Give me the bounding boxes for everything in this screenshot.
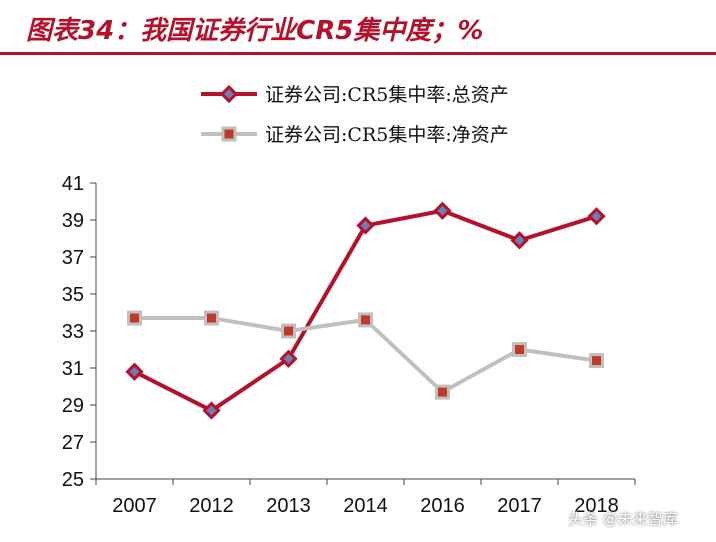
y-tick-label: 37 <box>62 247 84 269</box>
y-tick-label: 31 <box>62 358 84 380</box>
series-2 <box>127 310 604 400</box>
legend-marker <box>219 84 239 104</box>
data-point <box>127 310 142 326</box>
data-point <box>433 201 452 220</box>
data-point <box>279 349 298 368</box>
x-tick-label: 2013 <box>266 495 311 517</box>
x-tick-label: 2014 <box>343 495 388 517</box>
legend-label: 证券公司:CR5集中率:净资产 <box>265 124 509 146</box>
data-point <box>587 207 606 226</box>
y-tick-label: 25 <box>62 469 84 491</box>
data-point <box>125 362 144 381</box>
series-1 <box>125 201 606 420</box>
chart-title: 图表34：我国证券行业CR5集中度；% <box>26 16 484 46</box>
legend-marker <box>221 126 237 142</box>
data-point <box>356 216 375 235</box>
legend-item: 证券公司:CR5集中率:净资产 <box>201 124 509 146</box>
data-point <box>589 353 604 369</box>
data-point <box>435 384 450 400</box>
y-tick-label: 41 <box>62 173 84 195</box>
data-point <box>512 342 527 357</box>
legend-label: 证券公司:CR5集中率:总资产 <box>265 84 509 106</box>
x-tick-label: 2016 <box>420 495 465 517</box>
data-point <box>204 310 219 326</box>
data-point <box>202 401 221 420</box>
x-tick-label: 2007 <box>112 495 157 517</box>
y-tick-label: 39 <box>62 210 84 232</box>
x-tick-label: 2012 <box>189 495 234 517</box>
x-tick-label: 2017 <box>497 495 542 517</box>
x-tick-label: 2018 <box>574 495 619 517</box>
watermark: 头条 @未来智库 <box>568 510 678 528</box>
legend-item: 证券公司:CR5集中率:总资产 <box>201 84 509 106</box>
y-tick-label: 33 <box>62 321 84 343</box>
data-point <box>510 231 529 250</box>
axes: 25 27 29 31 33 35 37 39 41 2007 2012 2013 2014 2016 20… <box>62 173 636 517</box>
data-point <box>281 323 296 339</box>
series-line <box>134 316 597 395</box>
title-divider <box>0 52 716 55</box>
y-tick-label: 27 <box>62 432 84 454</box>
series-layer <box>125 201 606 420</box>
y-tick-label: 29 <box>62 395 84 417</box>
data-point <box>358 312 373 328</box>
y-tick-label: 35 <box>62 284 84 306</box>
